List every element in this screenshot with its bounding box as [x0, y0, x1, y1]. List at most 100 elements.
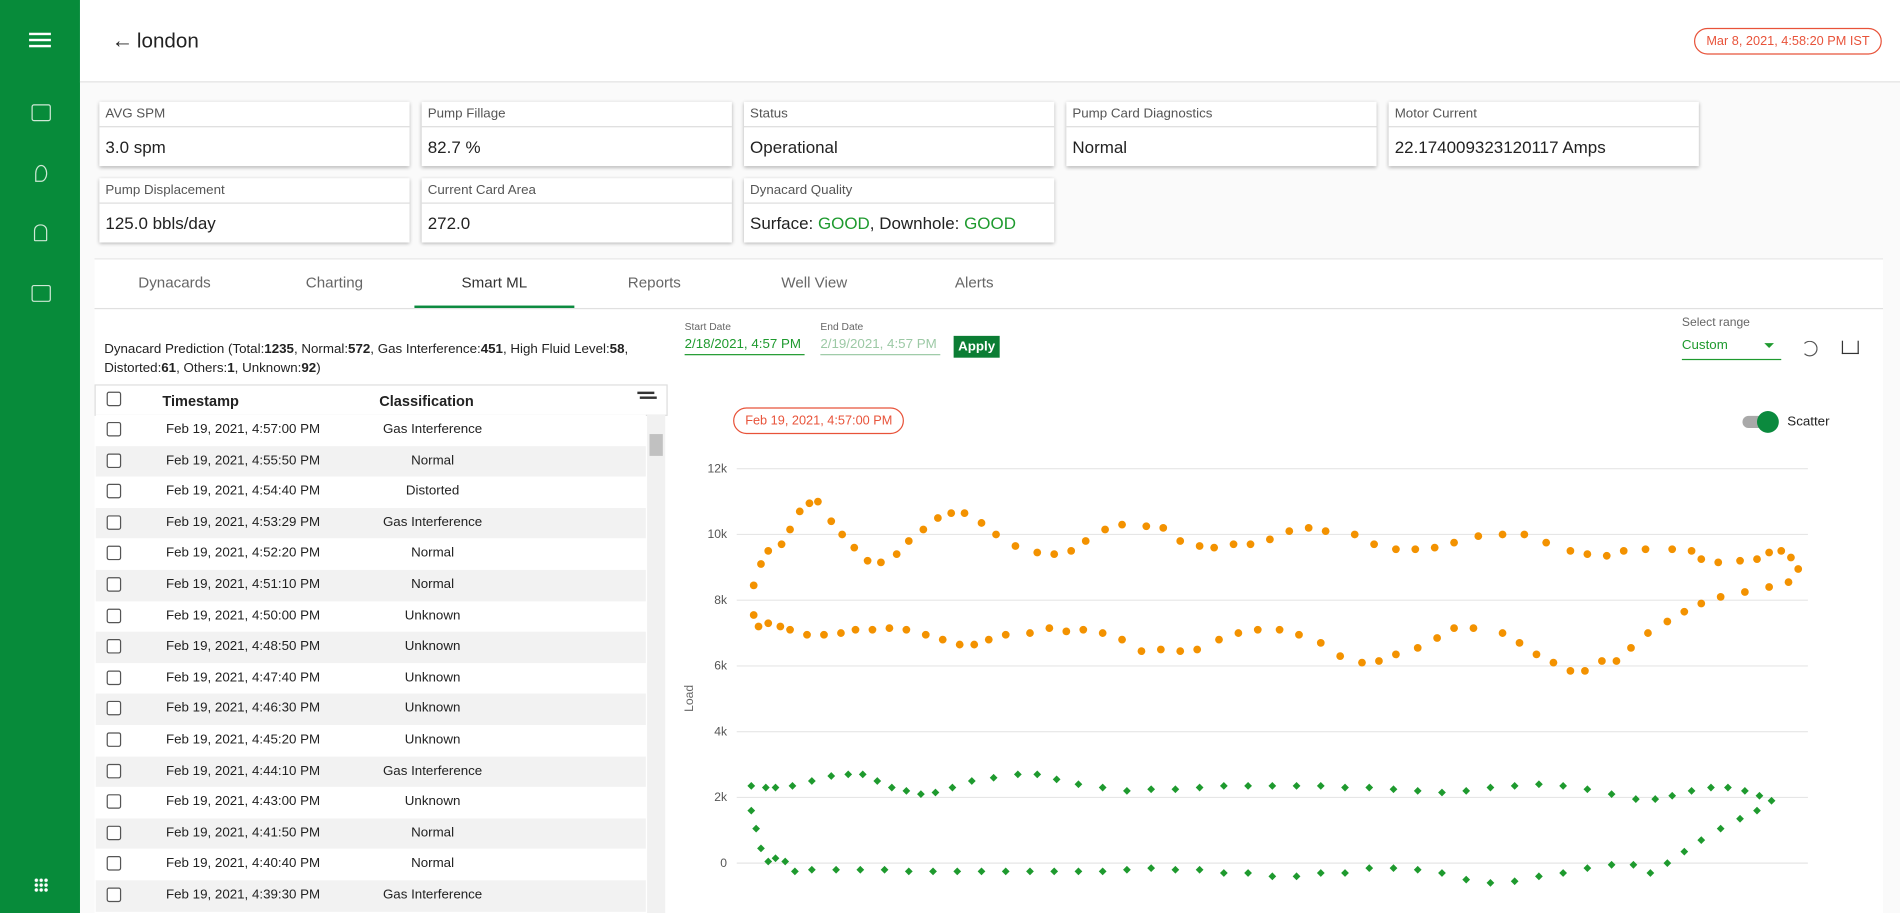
alert-icon[interactable] [33, 224, 48, 242]
end-date[interactable]: 2/19/2021, 4:57 PM [820, 337, 941, 356]
checkbox[interactable] [106, 763, 122, 778]
point [1438, 788, 1446, 797]
apps-icon[interactable] [33, 877, 49, 893]
point [1663, 859, 1672, 868]
back-arrow[interactable]: ← [111, 27, 134, 53]
checkbox[interactable] [106, 887, 122, 903]
table-row[interactable]: Feb 19, 2021, 4:51:10 PM Normal [95, 569, 646, 601]
point [1033, 770, 1042, 779]
checkbox[interactable] [106, 577, 122, 592]
checkbox[interactable] [106, 484, 122, 499]
tab[interactable]: Alerts [954, 274, 994, 291]
point [1607, 860, 1616, 869]
tab[interactable]: Well View [781, 274, 848, 291]
timestamp-cell: Feb 19, 2021, 4:55:50 PM [166, 452, 321, 468]
scrollbar[interactable] [647, 414, 666, 913]
point [1631, 795, 1640, 803]
filter-icon[interactable] [637, 391, 655, 395]
point [851, 625, 860, 634]
card-label: Pump Fillage [421, 102, 732, 128]
range-select[interactable]: Custom [1681, 338, 1782, 361]
table-row[interactable]: Feb 19, 2021, 4:53:29 PM Gas Interference [95, 507, 646, 539]
point [1411, 545, 1420, 554]
point [1413, 643, 1422, 652]
dashboard-icon[interactable] [31, 104, 51, 122]
point [1118, 635, 1126, 644]
tab[interactable]: Smart ML [414, 258, 575, 308]
checkbox[interactable] [106, 391, 122, 407]
point [892, 550, 901, 559]
point [885, 624, 894, 633]
tab[interactable]: Reports [627, 274, 681, 291]
point [1566, 666, 1575, 675]
classification-cell: Gas Interference [382, 421, 483, 437]
point [795, 507, 804, 516]
checkbox[interactable] [106, 452, 122, 468]
timestamp-cell: Feb 19, 2021, 4:52:20 PM [166, 546, 321, 561]
table-row[interactable]: Feb 19, 2021, 4:52:20 PM Normal [95, 538, 646, 570]
point [1142, 522, 1151, 531]
point [904, 867, 913, 876]
classification-cell: Distorted [405, 484, 460, 499]
count-value: 572 [348, 341, 371, 357]
table-row[interactable]: Feb 19, 2021, 4:40:40 PM Normal [95, 849, 646, 881]
checkbox[interactable] [106, 639, 122, 654]
point [1365, 864, 1374, 872]
point [1171, 865, 1180, 874]
tab[interactable]: Charting [305, 274, 364, 291]
point [1559, 782, 1568, 790]
refresh-icon[interactable] [1801, 340, 1818, 357]
table-row[interactable]: Feb 19, 2021, 4:46:30 PM Unknown [95, 694, 646, 726]
checkbox[interactable] [106, 670, 122, 685]
point [947, 509, 956, 517]
point [1716, 824, 1725, 833]
checkbox[interactable] [106, 421, 122, 437]
timestamp-cell: Feb 19, 2021, 4:45:20 PM [166, 732, 321, 747]
checkbox[interactable] [106, 825, 122, 841]
classification-cell: Normal [411, 825, 455, 841]
toggle-knob[interactable] [1757, 411, 1779, 433]
checkbox[interactable] [106, 546, 122, 561]
checkbox[interactable] [106, 856, 122, 872]
download-icon[interactable] [1841, 340, 1859, 355]
info-card: Motor Current 22.174009323120117 Amps [1388, 101, 1699, 167]
header: ← london Mar 8, 2021, 4:58:20 PM IST [79, 0, 1900, 83]
table-row[interactable]: Feb 19, 2021, 4:47:40 PM Unknown [95, 662, 646, 695]
table-row[interactable]: Feb 19, 2021, 4:44:10 PM Gas Interference [95, 756, 646, 788]
table-row[interactable]: Feb 19, 2021, 4:39:30 PM Gas Interference [95, 880, 646, 912]
start-date[interactable]: 2/18/2021, 4:57 PM [684, 337, 805, 356]
point [934, 514, 942, 522]
location-icon[interactable] [35, 164, 48, 182]
point [1026, 629, 1034, 637]
table-row[interactable]: Feb 19, 2021, 4:48:50 PM Unknown [95, 631, 646, 663]
table-row[interactable]: Feb 19, 2021, 4:50:00 PM Unknown [95, 600, 646, 632]
table-row[interactable]: Feb 19, 2021, 4:41:50 PM Normal [95, 818, 646, 850]
table-row[interactable]: Feb 19, 2021, 4:43:00 PM Unknown [95, 787, 646, 819]
chart-icon[interactable] [31, 284, 51, 302]
toggle[interactable] [1742, 411, 1779, 433]
scroll-thumb[interactable] [649, 434, 663, 456]
checkbox[interactable] [106, 515, 122, 530]
checkbox[interactable] [106, 608, 122, 623]
timestamp-cell: Feb 19, 2021, 4:39:30 PM [166, 887, 321, 903]
menu-icon[interactable] [29, 32, 51, 36]
classification-cell: Gas Interference [382, 887, 483, 903]
table-row[interactable]: Feb 19, 2021, 4:55:50 PM Normal [95, 445, 646, 477]
checkbox[interactable] [106, 701, 122, 716]
apply-button[interactable]: Apply [953, 335, 1000, 358]
point [1510, 877, 1519, 886]
point [1629, 860, 1638, 869]
dropdown-arrow [1764, 343, 1774, 353]
quality-value: Surface: GOOD, Downhole: GOOD [750, 213, 1016, 233]
table-row[interactable]: Feb 19, 2021, 4:54:40 PM Distorted [95, 476, 646, 508]
checkbox[interactable] [106, 794, 122, 809]
point [1462, 875, 1471, 884]
table-row[interactable]: Feb 19, 2021, 4:45:20 PM Unknown [95, 725, 646, 757]
checkbox[interactable] [106, 732, 122, 747]
point [1765, 548, 1774, 557]
point [938, 635, 947, 644]
tab[interactable]: Dynacards [138, 274, 211, 291]
point [948, 783, 957, 792]
table-row[interactable]: Feb 19, 2021, 4:57:00 PM Gas Interference [95, 414, 646, 446]
q-name: Downhole [879, 213, 955, 233]
